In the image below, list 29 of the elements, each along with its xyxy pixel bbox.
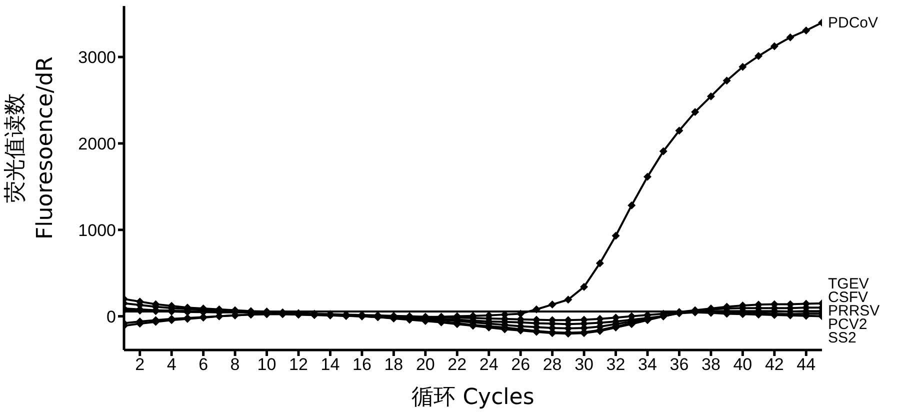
x-tick-label: 36 [670, 355, 689, 374]
x-tick-label: 2 [135, 355, 145, 374]
x-tick-label: 8 [230, 355, 240, 374]
series-label: PDCoV [828, 14, 878, 32]
x-tick-label: 44 [796, 355, 816, 374]
x-tick-label: 16 [352, 355, 372, 374]
x-tick-label: 34 [638, 355, 657, 374]
y-tick-label: 3000 [78, 48, 116, 68]
y-tick-label: 0 [106, 307, 116, 326]
x-tick-label: 10 [257, 355, 276, 374]
x-tick-label: 4 [166, 355, 176, 374]
x-tick-label: 12 [289, 355, 308, 374]
x-tick-label: 26 [511, 355, 530, 374]
x-tick-label: 28 [542, 355, 562, 374]
x-axis-title: 循环 Cycles [412, 385, 534, 410]
x-tick-label: 30 [574, 355, 594, 374]
y-tick-label: 2000 [78, 134, 116, 154]
y-axis-title: 荧光值读数 Fluoresoence/dR [3, 56, 58, 240]
x-tick-label: 24 [479, 355, 498, 374]
x-tick-label: 42 [764, 355, 784, 374]
y-tick-label: 1000 [78, 220, 116, 240]
x-tick-label: 6 [198, 355, 208, 374]
x-tick-label: 18 [384, 355, 404, 374]
x-tick-label: 14 [320, 355, 340, 374]
x-tick-label: 40 [733, 355, 752, 374]
x-tick-label: 38 [701, 355, 720, 374]
x-tick-label: 20 [416, 355, 435, 374]
x-tick-label: 32 [606, 355, 626, 374]
x-tick-label: 22 [448, 355, 467, 374]
